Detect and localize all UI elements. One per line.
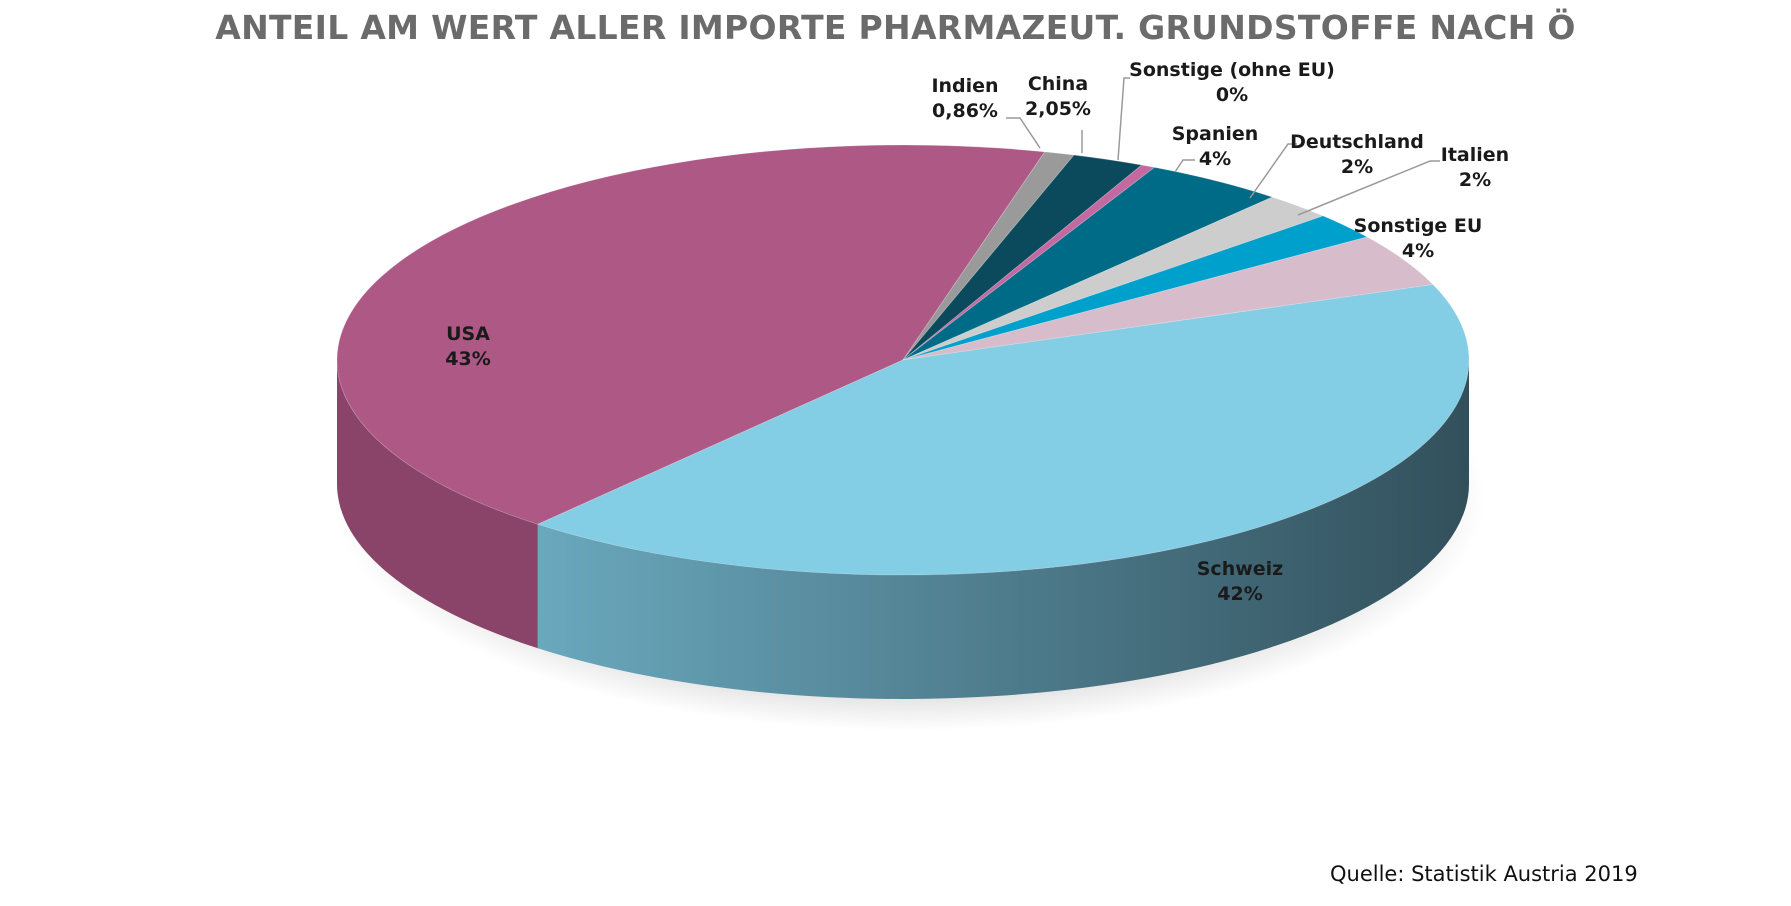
data-label-value: 2% — [1341, 156, 1373, 178]
data-label-value: 0,86% — [932, 100, 998, 122]
chart-title: ANTEIL AM WERT ALLER IMPORTE PHARMAZEUT.… — [215, 8, 1576, 47]
data-label-name: USA — [446, 323, 490, 345]
source-note: Quelle: Statistik Austria 2019 — [1330, 862, 1638, 886]
data-label-name: Sonstige EU — [1354, 215, 1483, 237]
slice-sonstige-eu — [902, 236, 1434, 361]
data-label-deutschland: Deutschland 2% — [1290, 131, 1424, 178]
slice-china — [902, 154, 1143, 361]
slice-side-usa — [336, 360, 538, 649]
data-label-name: Italien — [1441, 144, 1509, 166]
data-label-value: 2,05% — [1025, 98, 1091, 120]
data-label-name: Schweiz — [1197, 558, 1283, 580]
pie-sides — [336, 360, 1469, 699]
data-label-italien: Italien 2% — [1441, 144, 1509, 191]
data-label-value: 2% — [1459, 169, 1491, 191]
data-label-sonstige-eu: Sonstige EU 4% — [1354, 215, 1483, 262]
slice-usa — [336, 144, 1046, 525]
leader-line-deutschland — [1249, 143, 1297, 199]
slice-deutschland — [902, 196, 1325, 361]
data-label-value: 4% — [1199, 148, 1231, 170]
slice-sonstige-ohne-eu — [902, 164, 1156, 361]
data-label-value: 43% — [445, 348, 490, 370]
data-label-usa: USA 43% — [445, 323, 490, 370]
data-label-sonstige-ohne-eu: Sonstige (ohne EU) 0% — [1129, 59, 1335, 106]
leader-line-sonstige-ohne-eu — [1117, 77, 1130, 161]
slice-spanien — [902, 166, 1274, 361]
pie-leaders — [1006, 77, 1440, 216]
data-label-name: Sonstige (ohne EU) — [1129, 59, 1335, 81]
slice-schweiz — [536, 284, 1470, 576]
pie-top — [336, 144, 1470, 576]
leader-line-italien — [1297, 160, 1440, 216]
data-label-name: Deutschland — [1290, 131, 1424, 153]
data-label-name: Spanien — [1172, 123, 1259, 145]
data-label-spanien: Spanien 4% — [1172, 123, 1259, 170]
data-label-value: 42% — [1217, 583, 1262, 605]
data-label-indien: Indien 0,86% — [931, 75, 998, 122]
data-label-schweiz: Schweiz 42% — [1197, 558, 1283, 605]
leader-line-spanien — [1174, 159, 1195, 173]
slice-side-schweiz — [537, 360, 1469, 699]
pie-labels: USA 43% Indien 0,86% China 2,05% Sonstige (ohn… — [445, 59, 1509, 605]
data-label-name: China — [1028, 73, 1088, 95]
slice-indien — [902, 151, 1075, 361]
data-label-china: China 2,05% — [1025, 73, 1091, 120]
slice-italien — [902, 215, 1369, 361]
data-label-value: 0% — [1216, 84, 1248, 106]
data-label-value: 4% — [1402, 240, 1434, 262]
data-label-name: Indien — [931, 75, 998, 97]
leader-line-indien — [1006, 117, 1041, 149]
